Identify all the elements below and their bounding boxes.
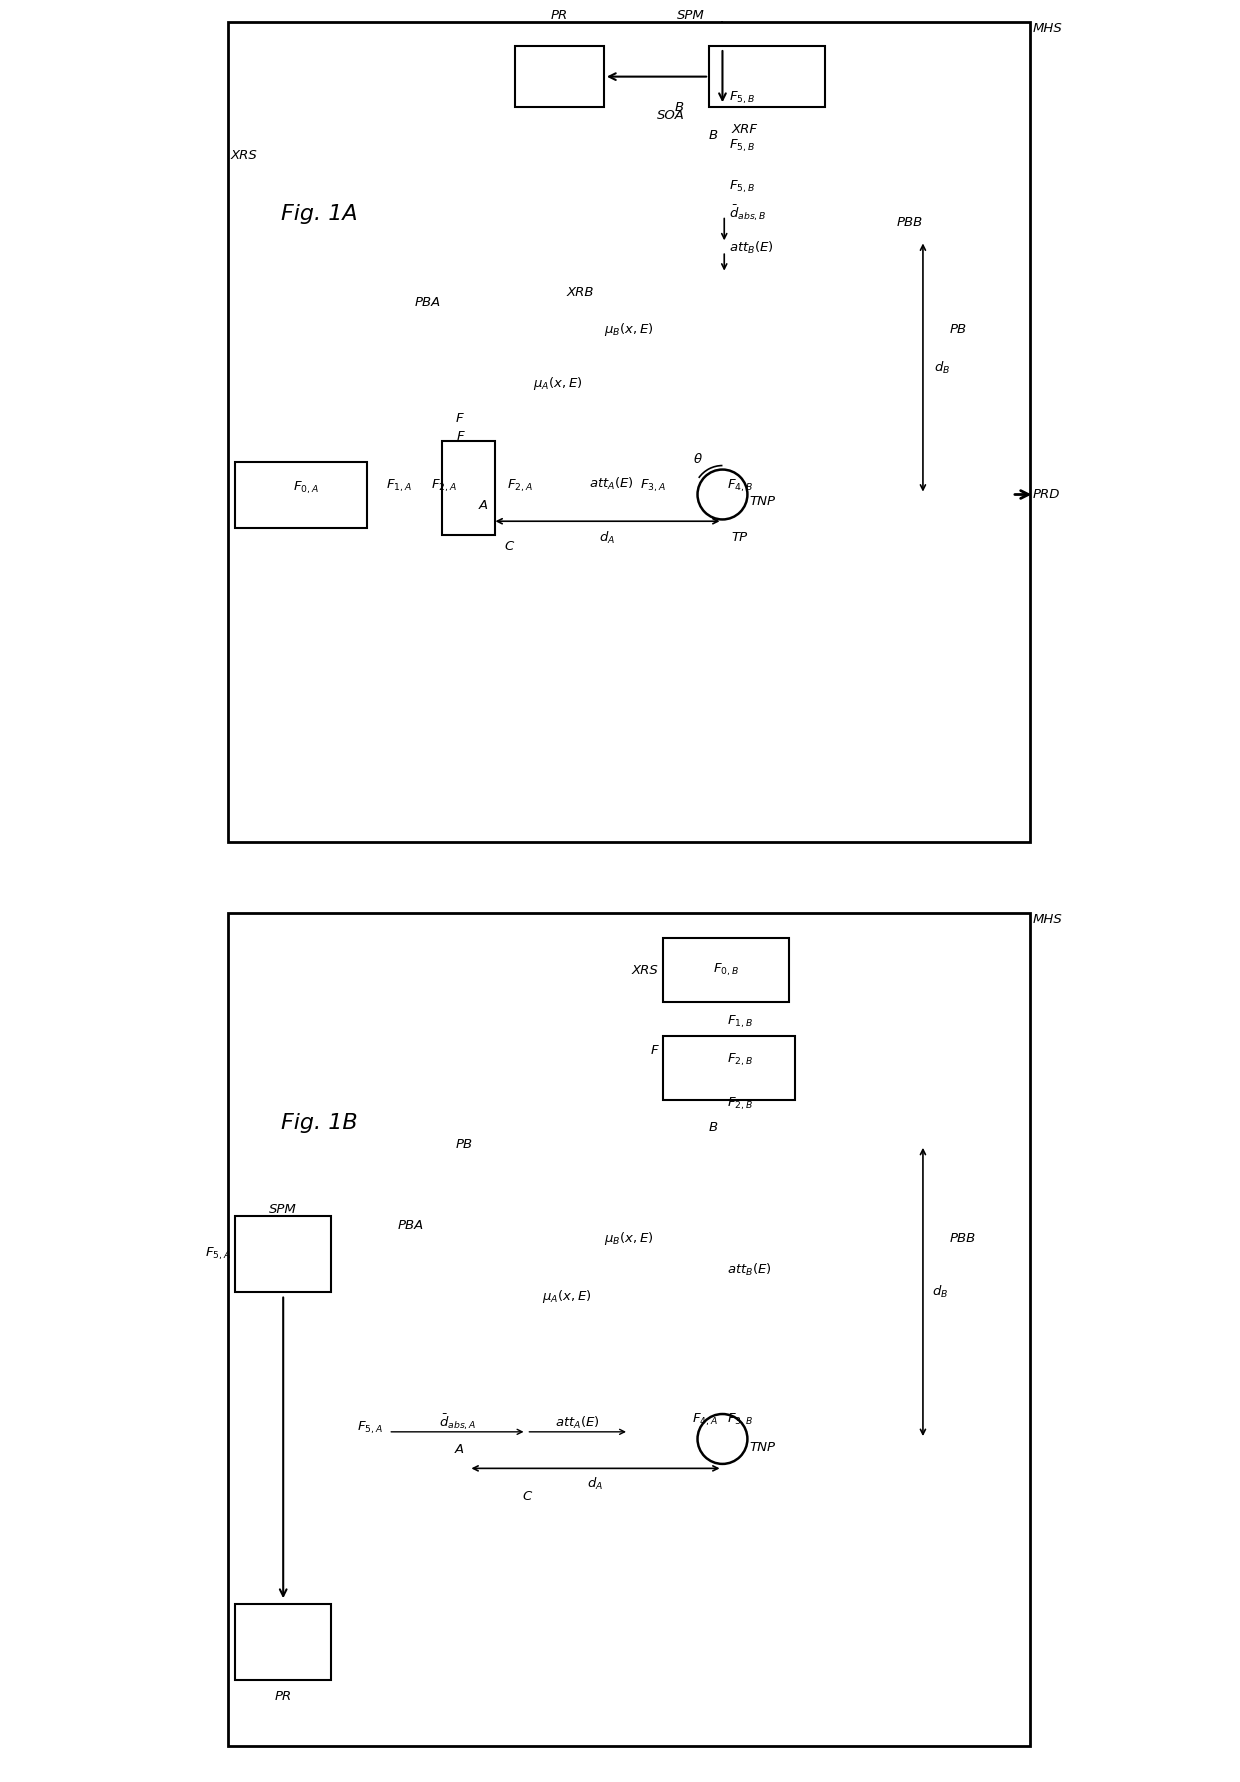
Text: $d_A$: $d_A$ <box>588 1475 604 1492</box>
Text: SPM: SPM <box>677 9 704 21</box>
Text: $F_{5,B}$: $F_{5,B}$ <box>729 89 755 107</box>
Text: $F_{5,B}$: $F_{5,B}$ <box>729 178 755 196</box>
Text: $F_{3,B}$: $F_{3,B}$ <box>727 1411 753 1427</box>
Text: $att_A(E)$: $att_A(E)$ <box>589 476 634 492</box>
Text: $F_{2,A}$: $F_{2,A}$ <box>430 478 456 494</box>
Text: XRB: XRB <box>567 285 594 299</box>
Text: C: C <box>522 1490 531 1504</box>
Text: $\mu_B(x,E)$: $\mu_B(x,E)$ <box>604 1230 653 1247</box>
Text: B: B <box>709 1121 718 1133</box>
Text: PBA: PBA <box>397 1219 424 1231</box>
Text: PR: PR <box>551 9 568 21</box>
Text: PBB: PBB <box>897 216 923 230</box>
Text: F: F <box>651 1044 658 1057</box>
Bar <box>709 46 825 107</box>
Text: $F_{0,A}$: $F_{0,A}$ <box>294 479 320 495</box>
Bar <box>236 1604 331 1679</box>
Text: SPM: SPM <box>269 1203 298 1215</box>
Text: $d_B$: $d_B$ <box>934 360 950 376</box>
Circle shape <box>698 469 748 520</box>
Text: XRS: XRS <box>631 964 658 977</box>
Bar <box>236 1215 331 1292</box>
Text: XRF: XRF <box>732 123 758 135</box>
Text: $att_B(E)$: $att_B(E)$ <box>727 1262 771 1278</box>
Text: MHS: MHS <box>1033 21 1063 36</box>
Bar <box>515 46 604 107</box>
Text: MHS: MHS <box>1033 912 1063 927</box>
Circle shape <box>433 143 941 650</box>
Text: $\theta$: $\theta$ <box>693 453 702 465</box>
Bar <box>662 1037 795 1099</box>
Text: $F_{2,A}$: $F_{2,A}$ <box>507 478 533 494</box>
Text: PB: PB <box>455 1139 472 1151</box>
Text: Fig. 1A: Fig. 1A <box>281 203 358 225</box>
Text: XRS: XRS <box>231 150 258 162</box>
Circle shape <box>433 1132 941 1639</box>
Text: $d_A$: $d_A$ <box>599 529 615 547</box>
Text: SOA: SOA <box>657 109 684 123</box>
Text: $\bar{d}_{abs,B}$: $\bar{d}_{abs,B}$ <box>729 203 766 225</box>
Bar <box>441 440 495 535</box>
Text: $F_{2,B}$: $F_{2,B}$ <box>727 1096 753 1112</box>
Text: PBB: PBB <box>950 1231 976 1246</box>
Text: $F_{1,A}$: $F_{1,A}$ <box>386 478 412 494</box>
Text: F: F <box>455 412 463 426</box>
Text: TNP: TNP <box>749 495 775 508</box>
Text: B: B <box>709 128 718 143</box>
Text: TP: TP <box>732 531 748 544</box>
Circle shape <box>698 1415 748 1463</box>
Text: $att_B(E)$: $att_B(E)$ <box>729 239 774 257</box>
Text: $F_{2,B}$: $F_{2,B}$ <box>727 1051 753 1067</box>
Text: $F_{3,A}$: $F_{3,A}$ <box>640 478 666 494</box>
Text: $\mu_B(x,E)$: $\mu_B(x,E)$ <box>604 321 653 339</box>
Text: $F_{5,B}$: $F_{5,B}$ <box>729 137 755 155</box>
Text: PRD: PRD <box>1033 488 1060 501</box>
Text: $\mu_A(x,E)$: $\mu_A(x,E)$ <box>533 374 583 392</box>
Text: Fig. 1B: Fig. 1B <box>281 1112 358 1133</box>
Text: PBA: PBA <box>415 296 441 310</box>
Text: $F_{1,B}$: $F_{1,B}$ <box>727 1014 753 1030</box>
Text: TNP: TNP <box>749 1442 775 1454</box>
Text: $F_{5,A}$: $F_{5,A}$ <box>357 1420 383 1436</box>
Text: F: F <box>456 429 464 444</box>
Text: C: C <box>505 540 513 552</box>
Text: $F_{4,B}$: $F_{4,B}$ <box>727 478 753 494</box>
Text: A: A <box>455 1443 464 1456</box>
Bar <box>236 462 367 527</box>
Text: $d_B$: $d_B$ <box>931 1283 949 1301</box>
Text: $F_{0,B}$: $F_{0,B}$ <box>713 962 739 978</box>
Bar <box>662 937 790 1001</box>
Text: PB: PB <box>950 323 967 337</box>
Text: A: A <box>479 499 489 511</box>
Text: PR: PR <box>274 1689 291 1704</box>
Text: $\mu_A(x,E)$: $\mu_A(x,E)$ <box>542 1288 591 1304</box>
Text: $F_{4,A}$: $F_{4,A}$ <box>692 1411 718 1427</box>
Text: B: B <box>675 102 684 114</box>
Text: $att_A(E)$: $att_A(E)$ <box>556 1415 600 1431</box>
Text: $\bar{d}_{abs,A}$: $\bar{d}_{abs,A}$ <box>439 1413 476 1433</box>
Text: $F_{5,A}$: $F_{5,A}$ <box>205 1246 231 1262</box>
